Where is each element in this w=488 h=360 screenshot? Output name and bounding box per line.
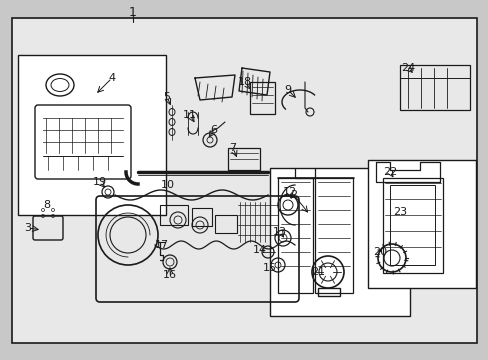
Bar [278, 178, 312, 293]
Text: 23: 23 [392, 207, 406, 217]
Text: 24: 24 [400, 63, 414, 73]
Text: 22: 22 [382, 167, 396, 177]
Text: 4: 4 [108, 73, 115, 83]
Text: 14: 14 [252, 245, 266, 255]
Text: 20: 20 [372, 247, 386, 257]
Bar [367, 160, 475, 288]
Bar [192, 208, 212, 226]
Text: 17: 17 [155, 240, 169, 250]
Text: 15: 15 [263, 263, 276, 273]
Text: 8: 8 [43, 200, 50, 210]
Text: 1: 1 [129, 5, 137, 18]
Bar [382, 178, 442, 273]
Bar [249, 82, 274, 114]
Bar [269, 168, 409, 316]
Text: 21: 21 [310, 267, 325, 277]
Bar [215, 215, 237, 233]
Text: 7: 7 [229, 143, 236, 153]
Text: 9: 9 [284, 85, 291, 95]
Bar [227, 148, 260, 170]
Text: 10: 10 [161, 180, 175, 190]
Text: 16: 16 [163, 270, 177, 280]
Text: 12: 12 [283, 187, 296, 197]
Text: 6: 6 [210, 125, 217, 135]
Text: 18: 18 [238, 77, 251, 87]
Bar [314, 178, 352, 293]
Text: 19: 19 [93, 177, 107, 187]
Bar [160, 205, 187, 225]
Bar [18, 55, 165, 215]
Text: 11: 11 [183, 110, 197, 120]
Text: 5: 5 [163, 92, 170, 102]
Bar [399, 65, 469, 110]
Text: 2: 2 [290, 190, 297, 200]
Bar [389, 185, 434, 265]
Text: 13: 13 [272, 227, 286, 237]
Bar [317, 288, 339, 296]
Text: 3: 3 [24, 223, 31, 233]
